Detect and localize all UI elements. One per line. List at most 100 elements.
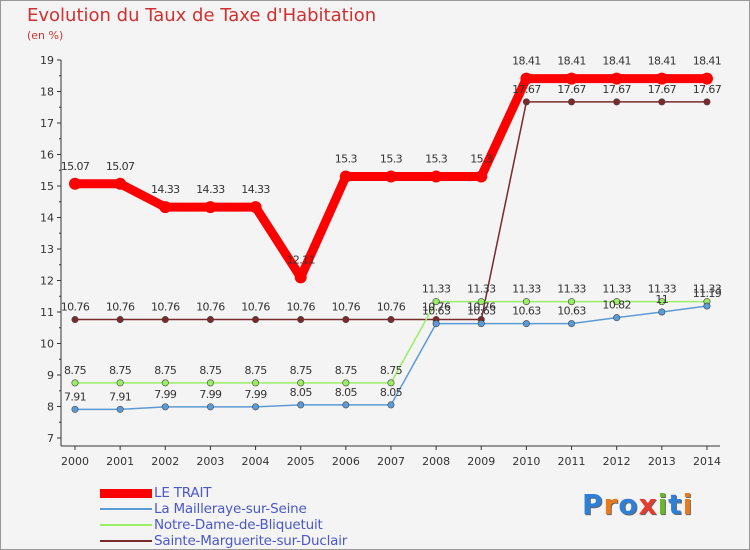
chart-data-labels: 10.76 10.76 10.76 10.76 10.76 10.76 10.76 10.76…: [61, 55, 723, 404]
data-label: 11.33: [648, 283, 677, 296]
data-point: [477, 320, 485, 328]
y-tick-label: 8: [47, 401, 54, 414]
x-tick-label: 2011: [558, 455, 586, 468]
data-point: [161, 379, 169, 387]
data-point: [610, 72, 623, 85]
data-label: 18.41: [648, 55, 677, 68]
data-label: 8.75: [335, 364, 358, 377]
data-point: [430, 170, 443, 183]
data-point: [252, 316, 260, 324]
data-label: 11.33: [467, 283, 496, 296]
legend-swatch: [100, 508, 152, 510]
x-tick-label: 2004: [242, 455, 270, 468]
data-point: [387, 379, 395, 387]
y-tick-label: 15: [40, 180, 54, 193]
data-point: [252, 379, 260, 387]
data-label: 10.76: [151, 301, 180, 314]
data-label: 15.3: [425, 153, 448, 166]
x-tick-label: 2002: [151, 455, 179, 468]
legend-label: Notre-Dame-de-Bliquetuit: [154, 517, 323, 533]
x-tick-label: 2014: [693, 455, 721, 468]
data-point: [700, 72, 713, 85]
data-label: 10.63: [512, 305, 541, 318]
data-label: 10.82: [602, 299, 631, 312]
data-point: [432, 298, 440, 306]
data-point: [475, 170, 488, 183]
data-label: 12.11: [286, 253, 315, 266]
data-point: [116, 316, 124, 324]
data-label: 17.67: [512, 83, 541, 96]
x-tick-label: 2007: [377, 455, 405, 468]
data-label: 15.3: [380, 153, 403, 166]
data-point: [658, 298, 666, 306]
x-tick-label: 2003: [196, 455, 224, 468]
data-label: 18.41: [602, 55, 631, 68]
data-point: [71, 379, 79, 387]
data-point: [114, 177, 127, 190]
y-tick-label: 14: [40, 212, 54, 225]
data-point: [69, 177, 81, 190]
data-point: [387, 316, 395, 324]
logo-letter: i: [682, 488, 694, 521]
data-point: [703, 98, 711, 106]
data-label: 7.99: [199, 388, 222, 401]
logo-letter: t: [668, 488, 683, 521]
data-label: 11.33: [512, 283, 541, 296]
data-label: 7.91: [109, 390, 131, 403]
data-point: [116, 405, 124, 413]
data-point: [568, 98, 576, 106]
data-point: [568, 298, 576, 306]
data-label: 8.75: [199, 364, 222, 377]
data-point: [342, 379, 350, 387]
data-label: 14.33: [196, 183, 225, 196]
data-point: [522, 320, 530, 328]
x-tick-label: 2010: [512, 455, 540, 468]
legend-label: LE TRAIT: [154, 485, 212, 501]
data-point: [477, 298, 485, 306]
data-label: 17.67: [602, 83, 631, 96]
data-point: [384, 170, 397, 183]
data-label: 8.75: [109, 364, 132, 377]
data-label: 8.75: [154, 364, 177, 377]
data-label: 8.75: [380, 364, 403, 377]
data-label: 14.33: [151, 183, 180, 196]
data-point: [613, 298, 621, 306]
data-point: [116, 379, 124, 387]
y-tick-label: 10: [40, 338, 54, 351]
y-tick-label: 12: [40, 275, 54, 288]
chart-title: Evolution du Taux de Taxe d'Habitation: [27, 5, 377, 26]
line-chart: 7 8 9 10 11 12 13 14 15 16 17 18 19 2000 2001 2002 2003 2…: [40, 54, 723, 468]
y-tick-label: 13: [40, 243, 54, 256]
data-label: 11.33: [602, 283, 631, 296]
data-point: [613, 314, 621, 322]
data-point: [342, 316, 350, 324]
y-tick-label: 19: [40, 54, 54, 67]
data-label: 10.76: [106, 301, 135, 314]
data-point: [161, 316, 169, 324]
data-point: [658, 308, 666, 316]
logo-letter: P: [582, 488, 604, 521]
data-label: 10.76: [467, 301, 496, 314]
data-point: [71, 405, 79, 413]
data-label: 10.63: [557, 305, 586, 318]
y-tick-label: 9: [47, 369, 54, 382]
legend-swatch: [100, 488, 152, 498]
legend-label: Sainte-Marguerite-sur-Duclair: [154, 533, 348, 549]
data-point: [565, 72, 578, 85]
data-label: 8.75: [64, 364, 87, 377]
data-point: [613, 98, 621, 106]
data-label: 10.63: [422, 305, 451, 318]
chart-axes: 7 8 9 10 11 12 13 14 15 16 17 18 19 2000 2001 2002 2003 2…: [40, 54, 721, 468]
logo-letter: o: [618, 488, 639, 521]
data-label: 18.41: [512, 55, 541, 68]
data-label: 7.99: [154, 388, 177, 401]
data-label: 8.05: [335, 386, 358, 399]
x-tick-label: 2008: [422, 455, 450, 468]
x-tick-label: 2009: [467, 455, 495, 468]
x-tick-label: 2013: [648, 455, 676, 468]
data-point: [432, 320, 440, 328]
data-label: 15.3: [335, 153, 358, 166]
data-label: 10.76: [241, 301, 270, 314]
data-label: 11: [655, 293, 668, 306]
y-tick-label: 7: [47, 432, 54, 445]
